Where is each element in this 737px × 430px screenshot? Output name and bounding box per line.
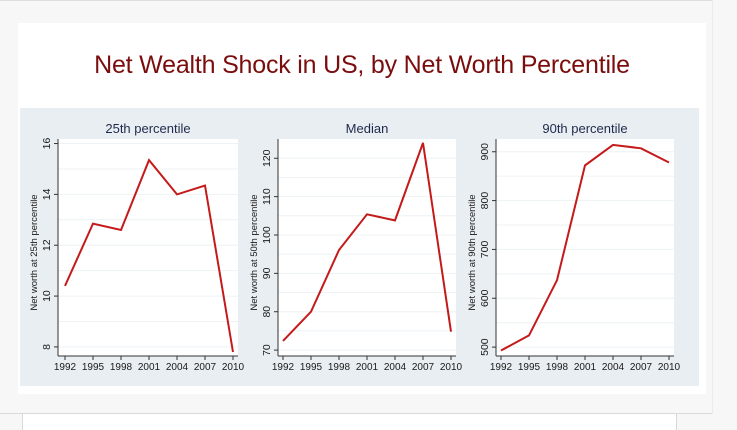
x-tick-label: 2001	[574, 362, 597, 373]
x-tick-label: 1995	[300, 362, 323, 373]
plot-area	[58, 139, 238, 356]
right-divider	[712, 0, 713, 414]
x-tick-label: 2001	[356, 362, 379, 373]
y-tick-label: 12	[41, 239, 53, 251]
x-tick-label: 1992	[272, 362, 295, 373]
x-tick-label: 1998	[546, 362, 569, 373]
x-tick-label: 1992	[490, 362, 513, 373]
y-tick-label: 120	[261, 149, 273, 167]
y-tick-label: 16	[41, 138, 53, 150]
x-tick-label: 2007	[630, 362, 653, 373]
x-tick-label: 1998	[110, 362, 133, 373]
x-tick-label: 2004	[384, 362, 407, 373]
notes-pane[interactable]	[23, 414, 676, 430]
x-tick-label: 2001	[138, 362, 161, 373]
x-tick-label: 2010	[222, 362, 245, 373]
x-tick-label: 2004	[602, 362, 625, 373]
y-tick-label: 100	[261, 226, 273, 244]
top-divider	[0, 0, 712, 1]
plot-area	[496, 139, 674, 356]
bottom-left-divider	[22, 414, 23, 430]
x-tick-label: 2004	[166, 362, 189, 373]
y-tick-label: 900	[479, 143, 491, 161]
x-tick-label: 2007	[412, 362, 435, 373]
x-tick-label: 2010	[658, 362, 681, 373]
y-tick-label: 14	[41, 188, 53, 200]
y-axis-label: Net worth at 50th percentile	[249, 194, 260, 310]
panel-title: 90th percentile	[542, 121, 627, 136]
y-tick-label: 600	[479, 289, 491, 307]
panel-title: 25th percentile	[105, 121, 190, 136]
y-axis-label: Net worth at 25th percentile	[29, 194, 40, 310]
x-tick-label: 1998	[328, 362, 351, 373]
panel-title: Median	[346, 121, 389, 136]
slide-title: Net Wealth Shock in US, by Net Worth Per…	[94, 51, 630, 79]
y-tick-label: 800	[479, 192, 491, 210]
x-tick-label: 1995	[82, 362, 105, 373]
y-tick-label: 80	[261, 306, 273, 318]
y-tick-label: 70	[261, 344, 273, 356]
panel-25th-percentile: 25th percentile 8 10 12 14 16 Net worth at 25t…	[29, 121, 245, 373]
x-tick-label: 2010	[440, 362, 463, 373]
series-line	[64, 158, 234, 353]
panel-90th-percentile: 90th percentile 500 600 700 800 900 Net worth …	[467, 121, 681, 373]
plot-area	[278, 139, 456, 356]
panel-median: Median 70 80 90 100 110 120 Net worth at 50th p…	[249, 121, 463, 373]
series-line	[282, 142, 452, 342]
x-tick-label: 1992	[54, 362, 77, 373]
y-tick-label: 8	[41, 344, 53, 350]
bottom-divider	[0, 413, 712, 414]
bottom-right-divider	[676, 414, 677, 430]
y-tick-label: 110	[261, 188, 273, 205]
x-tick-label: 1995	[518, 362, 541, 373]
y-tick-label: 90	[261, 267, 273, 279]
x-tick-label: 2007	[194, 362, 217, 373]
y-tick-label: 700	[479, 241, 491, 259]
y-tick-label: 500	[479, 338, 491, 356]
y-tick-label: 10	[41, 290, 53, 302]
y-axis-label: Net worth at 90th percentile	[467, 194, 478, 310]
